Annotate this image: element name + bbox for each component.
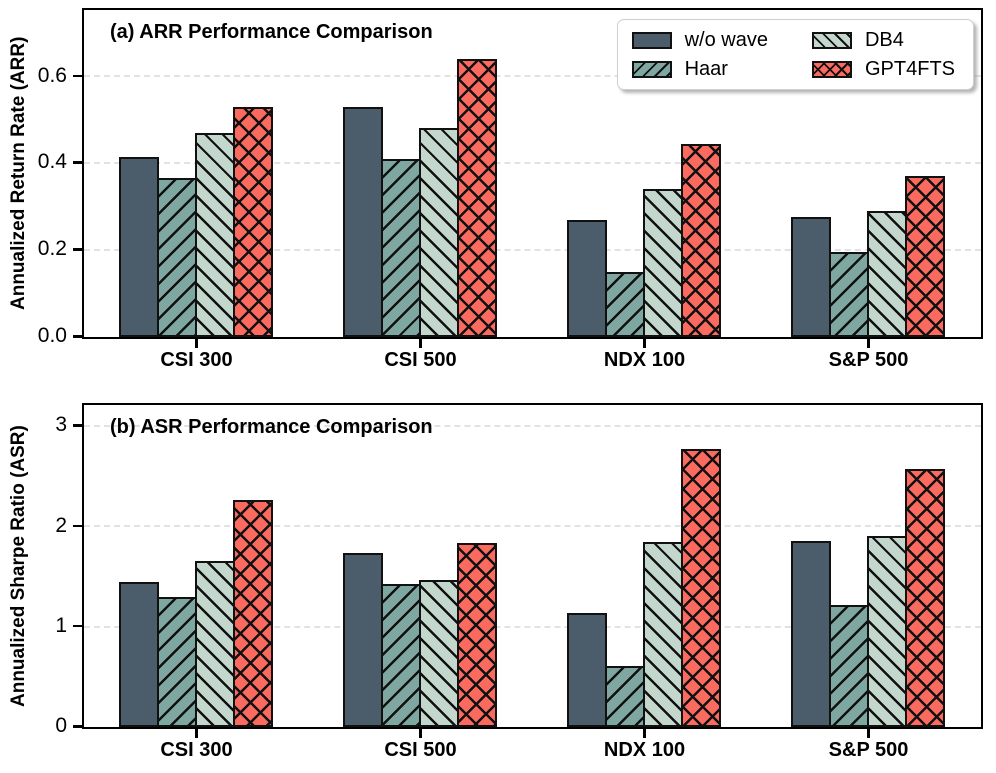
y-axis-label-asr: Annualized Sharpe Ratio (ASR) [8, 425, 29, 707]
bar-haar-csi-500 [381, 158, 422, 337]
bar-db4-csi-300 [194, 132, 235, 337]
bar-haar-ndx-100 [605, 665, 646, 727]
legend-item-haar: Haar [631, 58, 768, 80]
bar-gpt4fts-csi-500 [456, 58, 497, 337]
bar-db4-csi-500 [418, 579, 459, 727]
legend-item-gpt4fts: GPT4FTS [811, 58, 955, 80]
legend-swatch-w-o-wave [631, 31, 672, 49]
bar-w-o-wave-ndx-100 [567, 612, 608, 727]
bar-gpt4fts-csi-500 [456, 543, 497, 727]
y-tick [73, 424, 82, 427]
panel-b-title: (b) ASR Performance Comparison [110, 416, 433, 438]
legend: w/o wave Haar DB4 GPT4FTS [616, 19, 974, 90]
x-tick [867, 339, 870, 348]
bar-w-o-wave-csi-300 [119, 156, 160, 337]
y-tick-label: 0.4 [37, 150, 67, 174]
bar-db4-csi-300 [194, 561, 235, 727]
bar-gpt4fts-ndx-100 [680, 449, 721, 727]
gridline [84, 162, 981, 165]
bar-gpt4fts-s-p-500 [904, 176, 945, 337]
legend-label: DB4 [864, 29, 904, 51]
legend-swatch-db4 [811, 31, 852, 49]
bar-w-o-wave-ndx-100 [567, 219, 608, 337]
bar-haar-csi-300 [157, 596, 198, 727]
y-tick-label: 0.2 [37, 237, 67, 261]
bar-db4-ndx-100 [642, 189, 683, 337]
legend-label: GPT4FTS [864, 58, 955, 80]
bar-haar-ndx-100 [605, 271, 646, 337]
x-category-label: CSI 300 [160, 739, 233, 761]
x-category-label: CSI 500 [384, 349, 457, 371]
gridline [84, 425, 981, 428]
y-tick [73, 725, 82, 728]
y-tick [73, 248, 82, 251]
y-tick [73, 74, 82, 77]
y-tick-label: 2 [55, 513, 67, 537]
gridline [84, 249, 981, 252]
x-category-label: NDX 100 [603, 739, 686, 761]
bar-w-o-wave-csi-500 [343, 553, 384, 727]
panel-arr: (a) ARR Performance Comparison w/o wave H… [82, 8, 983, 339]
gridline [84, 75, 981, 78]
legend-swatch-gpt4fts [811, 60, 852, 78]
y-tick [73, 335, 82, 338]
x-category-label: S&P 500 [828, 349, 909, 371]
bar-haar-csi-300 [157, 178, 198, 337]
x-tick [195, 729, 198, 738]
bar-gpt4fts-ndx-100 [680, 143, 721, 337]
y-tick [73, 624, 82, 628]
legend-item-w-o-wave: w/o wave [631, 29, 768, 51]
x-category-label: CSI 500 [384, 739, 457, 761]
bar-w-o-wave-s-p-500 [791, 217, 832, 337]
x-tick [643, 729, 646, 738]
x-tick [419, 339, 422, 348]
bar-w-o-wave-s-p-500 [791, 541, 832, 727]
y-tick-label: 0.6 [37, 63, 67, 87]
y-tick-label: 3 [55, 413, 67, 437]
x-tick [643, 339, 646, 348]
x-tick [195, 339, 198, 348]
bar-db4-s-p-500 [866, 536, 907, 727]
x-category-label: NDX 100 [603, 349, 686, 371]
bar-w-o-wave-csi-500 [343, 106, 384, 337]
y-tick [73, 161, 82, 164]
y-tick [73, 524, 82, 528]
x-category-label: CSI 300 [160, 349, 233, 371]
gridline [84, 525, 981, 528]
legend-label: w/o wave [684, 29, 768, 51]
x-tick [867, 729, 870, 738]
panel-a-title: (a) ARR Performance Comparison [110, 21, 433, 43]
bar-gpt4fts-csi-300 [232, 106, 273, 337]
bar-gpt4fts-csi-300 [232, 500, 273, 727]
bar-db4-csi-500 [418, 128, 459, 337]
bar-db4-ndx-100 [642, 542, 683, 727]
bar-w-o-wave-csi-300 [119, 581, 160, 727]
bar-haar-s-p-500 [829, 604, 870, 727]
y-tick-label: 0.0 [37, 324, 67, 348]
bar-haar-s-p-500 [829, 252, 870, 337]
bar-gpt4fts-s-p-500 [904, 469, 945, 727]
panel-asr: (b) ASR Performance Comparison [82, 403, 983, 729]
legend-swatch-haar [631, 60, 672, 78]
y-tick-label: 1 [55, 613, 67, 637]
y-tick-label: 0 [55, 714, 67, 738]
legend-item-db4: DB4 [811, 29, 955, 51]
gridline [84, 625, 981, 628]
x-category-label: S&P 500 [828, 739, 909, 761]
x-tick [419, 729, 422, 738]
bar-db4-s-p-500 [866, 210, 907, 337]
bar-haar-csi-500 [381, 583, 422, 727]
legend-label: Haar [684, 58, 728, 80]
